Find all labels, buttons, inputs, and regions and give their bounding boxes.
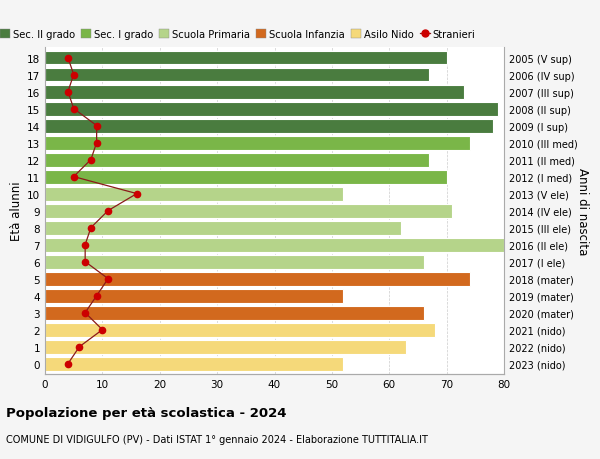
Bar [45, 221, 401, 235]
Bar [45, 85, 464, 99]
Text: COMUNE DI VIDIGULFO (PV) - Dati ISTAT 1° gennaio 2024 - Elaborazione TUTTITALIA.: COMUNE DI VIDIGULFO (PV) - Dati ISTAT 1°… [6, 434, 428, 444]
Bar [45, 102, 498, 116]
Bar [45, 204, 452, 218]
Bar [45, 289, 343, 303]
Bar [45, 255, 424, 269]
Bar [45, 272, 470, 286]
Legend: Sec. II grado, Sec. I grado, Scuola Primaria, Scuola Infanzia, Asilo Nido, Stran: Sec. II grado, Sec. I grado, Scuola Prim… [0, 30, 476, 40]
Bar [45, 51, 446, 65]
Bar [45, 153, 430, 167]
Bar [45, 238, 504, 252]
Text: Popolazione per età scolastica - 2024: Popolazione per età scolastica - 2024 [6, 406, 287, 419]
Bar [45, 357, 343, 371]
Bar [45, 187, 343, 201]
Bar [45, 323, 435, 337]
Bar [45, 119, 493, 133]
Y-axis label: Età alunni: Età alunni [10, 181, 23, 241]
Bar [45, 136, 470, 150]
Bar [45, 306, 424, 320]
Bar [45, 340, 406, 354]
Bar [45, 170, 446, 184]
Bar [45, 68, 430, 82]
Y-axis label: Anni di nascita: Anni di nascita [576, 168, 589, 255]
